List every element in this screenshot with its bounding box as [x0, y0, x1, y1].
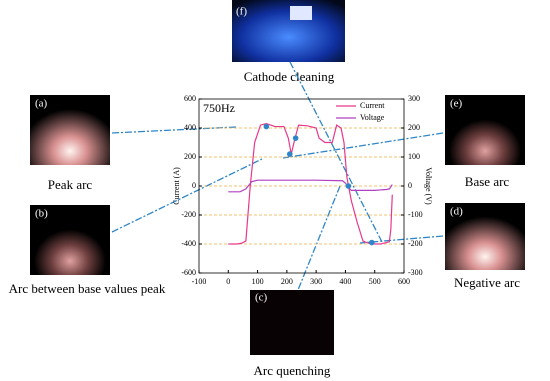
photos — [30, 0, 525, 355]
y-tick-label: -200 — [181, 210, 196, 219]
highlight-point — [368, 239, 375, 246]
panel-label: (e) — [450, 98, 463, 110]
panel-caption: Base arc — [465, 174, 510, 189]
photo-d — [445, 203, 525, 270]
y-tick-label: 200 — [184, 152, 196, 161]
photo-a — [30, 95, 110, 165]
x-tick-label: 100 — [252, 277, 264, 286]
panel-label: (c) — [255, 292, 268, 304]
x-tick-label: -100 — [192, 277, 207, 286]
y-tick-label: -400 — [181, 239, 196, 248]
highlight-point — [345, 183, 352, 189]
photo-f-detail — [290, 6, 312, 20]
series-line — [228, 179, 393, 193]
y2-tick-label: 0 — [408, 181, 412, 190]
y-axis-label: Current (A) — [172, 167, 181, 205]
panel-label: (a) — [35, 98, 48, 110]
photo-f — [232, 0, 345, 62]
panel-label: (f) — [236, 6, 247, 18]
y2-axis-label: Voltage (V) — [424, 167, 433, 205]
photo-b — [30, 205, 110, 275]
y2-tick-label: -100 — [408, 210, 423, 219]
connectors — [111, 61, 444, 291]
connector — [111, 158, 263, 233]
y2-tick-label: -300 — [408, 268, 423, 277]
panel-caption: Arc quenching — [254, 363, 331, 378]
series-line — [228, 123, 393, 245]
x-tick-label: 500 — [369, 277, 381, 286]
panel-caption: Arc between base values peak — [9, 281, 166, 296]
y2-tick-label: -200 — [408, 239, 423, 248]
photo-c — [250, 290, 334, 355]
panel-texts: (f) Cathode cleaning (a) Peak arc (b) Arc bet… — [9, 6, 521, 378]
legend-label: Voltage — [360, 113, 385, 122]
y2-tick-label: 300 — [408, 94, 420, 103]
connector — [282, 132, 444, 159]
panel-caption: Negative arc — [454, 275, 520, 290]
panel-label: (b) — [35, 208, 48, 220]
annotation: 750Hz — [203, 101, 235, 115]
photo-e — [445, 95, 525, 165]
highlight-point — [263, 123, 270, 130]
y-tick-label: 400 — [184, 123, 196, 132]
x-tick-label: 300 — [310, 277, 322, 286]
y-tick-label: -600 — [181, 268, 196, 277]
connector — [289, 61, 383, 243]
y2-tick-label: 100 — [408, 152, 420, 161]
connector — [297, 185, 341, 291]
y2-tick-label: 200 — [408, 123, 420, 132]
plot-frame — [198, 98, 405, 274]
x-tick-label: 400 — [339, 277, 351, 286]
panel-caption: Cathode cleaning — [244, 69, 335, 84]
panel-caption: Peak arc — [48, 177, 93, 192]
highlight-point — [292, 135, 299, 141]
chart: -600-400-2000200400600-300-200-100010020… — [172, 94, 433, 286]
connector — [111, 126, 237, 134]
y-tick-label: 0 — [192, 181, 196, 190]
x-tick-label: 0 — [226, 277, 230, 286]
panel-label: (d) — [450, 206, 463, 218]
x-tick-label: 600 — [398, 277, 410, 286]
x-tick-label: 200 — [281, 277, 293, 286]
highlight-point — [286, 151, 293, 157]
legend-label: Current — [360, 101, 385, 110]
y-tick-label: 600 — [184, 94, 196, 103]
